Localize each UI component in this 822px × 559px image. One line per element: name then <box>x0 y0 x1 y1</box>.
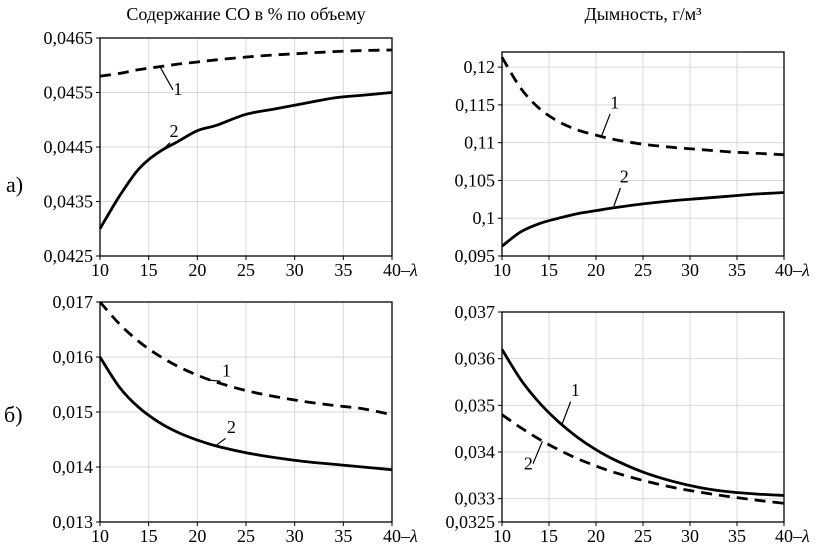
y-tick-label: 0,11 <box>464 133 495 153</box>
series-2-curve <box>98 356 393 472</box>
y-tick-label: 0,034 <box>455 442 496 462</box>
y-tick-label: 0,105 <box>455 170 496 190</box>
x-tick-label: 35 <box>728 260 746 280</box>
x-tick-label: 40 <box>775 526 793 546</box>
x-tick-label: 15 <box>540 260 558 280</box>
series-2-leader <box>613 187 622 207</box>
y-tick-label: 0,033 <box>455 489 496 509</box>
chart-co-content: Содержание СО в % по объему 0,0465 0,0455… <box>36 2 428 284</box>
row-label-a: а) <box>6 172 24 197</box>
y-tick-label: 0,0325 <box>446 512 496 532</box>
x-tick-label: 20 <box>188 260 206 280</box>
x-tick-label: 30 <box>286 260 304 280</box>
chart-smokiness-title: Дымность, г/м³ <box>584 4 702 24</box>
series-2-label: 2 <box>620 167 629 187</box>
x-axis-label: –λ <box>792 526 810 546</box>
series-2-leader <box>160 142 171 152</box>
x-tick-label: 15 <box>140 260 158 280</box>
x-tick-label: 20 <box>188 526 206 546</box>
y-tick-label: 0,037 <box>455 302 496 322</box>
series-2-label: 2 <box>227 417 236 437</box>
y-tick-label: 0,036 <box>455 349 496 369</box>
series-1-label: 1 <box>173 79 182 99</box>
x-tick-label: 25 <box>634 526 652 546</box>
x-tick-label: 30 <box>286 526 304 546</box>
x-tick-label: 35 <box>334 260 352 280</box>
y-tick-label: 0,0435 <box>44 192 94 212</box>
x-tick-label: 20 <box>587 260 605 280</box>
series-1-leader <box>159 67 174 91</box>
y-tick-label: 0,0455 <box>44 83 94 103</box>
x-tick-label: 35 <box>334 526 352 546</box>
series-2-curve <box>501 191 785 248</box>
x-axis-label: –λ <box>400 260 418 280</box>
x-tick-label: 25 <box>634 260 652 280</box>
row-label-b: б) <box>4 402 23 427</box>
series-1-label: 1 <box>571 380 580 400</box>
x-tick-label: 15 <box>140 526 158 546</box>
series-2-leader <box>532 441 543 464</box>
y-tick-label: 0,1 <box>473 208 496 228</box>
x-tick-label: 35 <box>728 526 746 546</box>
x-tick-label: 25 <box>237 526 255 546</box>
chart-co-content-title: Содержание СО в % по объему <box>126 4 366 24</box>
x-tick-label: 25 <box>237 260 255 280</box>
y-tick-label: 0,0425 <box>44 246 94 266</box>
y-tick-label: 0,12 <box>464 57 496 77</box>
x-axis-label: –λ <box>400 526 418 546</box>
series-1-label: 1 <box>222 360 231 380</box>
series-1-curve <box>500 348 785 497</box>
x-axis-label: –λ <box>792 260 810 280</box>
y-tick-label: 0,0445 <box>44 137 94 157</box>
x-tick-label: 30 <box>681 260 699 280</box>
series-2-label: 2 <box>169 121 178 141</box>
series-1-curve <box>500 56 785 157</box>
chart-bottom-left: 0,017 0,016 0,015 0,014 0,013 10 15 20 25 30 35 40–… <box>36 290 428 552</box>
series-2-curve <box>501 413 785 505</box>
x-tick-label: 10 <box>493 260 511 280</box>
y-tick-label: 0,016 <box>53 347 94 367</box>
x-tick-label: 10 <box>91 526 109 546</box>
series-1-leader <box>561 401 572 425</box>
series-2-curve <box>98 91 393 230</box>
x-tick-label: 15 <box>540 526 558 546</box>
series-2-leader <box>215 437 226 447</box>
y-tick-label: 0,095 <box>455 246 496 266</box>
series-1-leader <box>601 113 611 137</box>
x-tick-label: 40 <box>383 260 401 280</box>
y-tick-label: 0,017 <box>53 292 94 312</box>
x-tick-label: 20 <box>587 526 605 546</box>
y-tick-label: 0,014 <box>53 457 94 477</box>
y-tick-label: 0,115 <box>455 95 495 115</box>
series-1-curve <box>98 301 393 417</box>
series-2-label: 2 <box>524 454 533 474</box>
series-1-label: 1 <box>610 93 619 113</box>
y-tick-label: 0,035 <box>455 395 496 415</box>
y-tick-label: 0,013 <box>53 512 94 532</box>
x-tick-label: 10 <box>493 526 511 546</box>
x-tick-label: 40 <box>383 526 401 546</box>
y-tick-label: 0,015 <box>53 402 94 422</box>
x-tick-label: 40 <box>775 260 793 280</box>
series-1-leader <box>208 379 221 382</box>
x-tick-label: 30 <box>681 526 699 546</box>
y-tick-label: 0,0465 <box>44 28 94 48</box>
chart-smokiness: Дымность, г/м³ 0,12 0,115 0,11 0,105 0,1 0,09… <box>430 2 822 284</box>
series-1-curve <box>99 48 393 78</box>
chart-bottom-right: 0,037 0,036 0,035 0,034 0,033 0,0325 10 15 20 25 3… <box>430 290 822 552</box>
x-tick-label: 10 <box>91 260 109 280</box>
